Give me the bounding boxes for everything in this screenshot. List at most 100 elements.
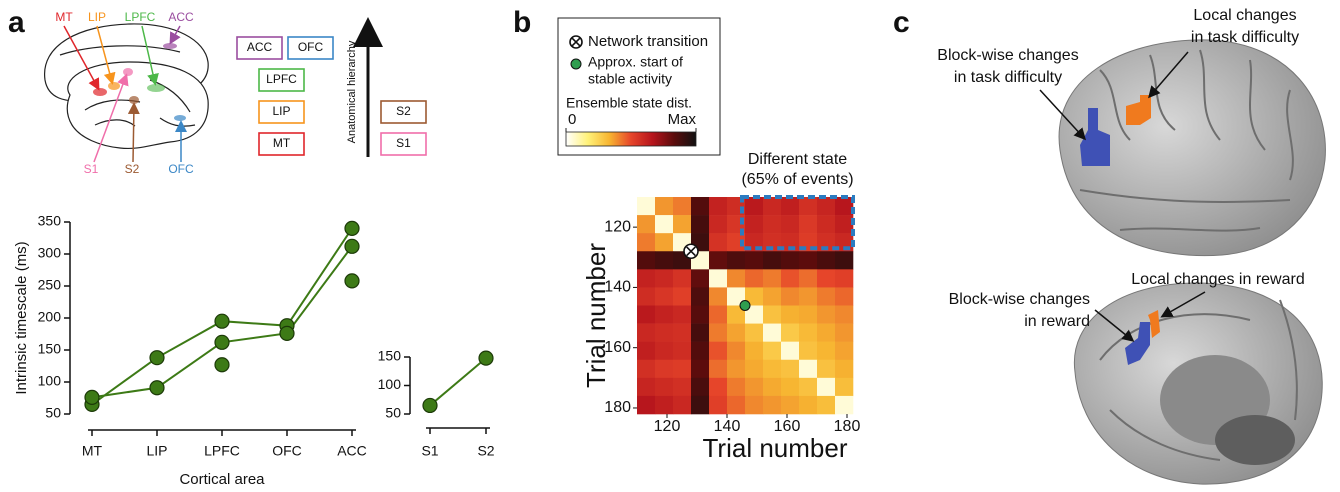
hierarchy-box-label: MT (273, 136, 291, 150)
annotation: Local changes in reward (1131, 271, 1304, 288)
heatmap-cell (835, 323, 854, 342)
annotation-arrows (1039, 51, 1206, 342)
legend-symbol (570, 58, 582, 70)
brain-lateral (1058, 39, 1326, 257)
heatmap-cell (727, 395, 746, 415)
heatmap-cell (817, 359, 836, 379)
heatmap-cell (835, 341, 854, 361)
annotation: Local changes (1193, 7, 1296, 24)
heatmap-cell (835, 359, 854, 379)
panel-label: c (893, 6, 910, 39)
area-label: LIP (88, 10, 106, 24)
heatmap-cell (799, 359, 818, 379)
transition-marker (683, 243, 699, 260)
x-tick-label: OFC (272, 443, 302, 459)
area-blob (147, 84, 165, 92)
data-point (149, 350, 165, 366)
heatmap-cell (655, 323, 674, 342)
heatmap-cell (835, 197, 854, 216)
area-blob (163, 43, 177, 49)
heatmap-cell (637, 287, 656, 306)
area-blob (123, 68, 133, 76)
y-tick-label: 120 (604, 218, 631, 235)
y-tick-label: 160 (604, 339, 631, 356)
heatmap-cell (637, 269, 656, 288)
hierarchy-box-label: S2 (396, 104, 411, 118)
heatmap-cell (709, 287, 728, 306)
x-tick-label: S2 (477, 443, 494, 459)
brain-sketch (44, 23, 209, 150)
area-arrows (63, 25, 187, 163)
heatmap-cell (745, 359, 764, 379)
data-point (478, 350, 494, 366)
heatmap-cell (835, 269, 854, 288)
hierarchy-box-label: S1 (396, 136, 411, 150)
heatmap-cell (637, 197, 656, 216)
heatmap-cell (781, 359, 800, 379)
y-tick-label: 100 (38, 373, 62, 389)
x-tick-label: 140 (714, 418, 741, 435)
heatmap-cell (745, 287, 764, 306)
area-blob (108, 82, 120, 90)
heatmap-cell (745, 305, 764, 324)
data-point (344, 238, 360, 254)
heatmap-cell (799, 377, 818, 397)
x-tick-label: LIP (146, 443, 167, 459)
annotation: in reward (1024, 313, 1090, 330)
heatmap-cell (709, 395, 728, 415)
heatmap-cell (637, 251, 656, 270)
heatmap-cell (817, 305, 836, 324)
heatmap-cell (781, 323, 800, 342)
heatmap-cell (745, 377, 764, 397)
x-axis-title: Cortical area (179, 471, 265, 488)
heatmap-cell (727, 233, 746, 252)
heatmap-cell (817, 197, 836, 216)
heatmap-cell (817, 377, 836, 397)
hierarchy-box-label: LIP (272, 104, 290, 118)
heatmap-cell (637, 305, 656, 324)
stable-start-marker (739, 300, 751, 311)
x-axis-title: Trial number (703, 433, 848, 463)
heatmap-cell (781, 287, 800, 306)
heatmap-cell (655, 233, 674, 252)
heatmap-cell (709, 215, 728, 234)
heatmap-cell (799, 197, 818, 216)
heatmap-cell (637, 215, 656, 234)
colorbar-tick-label: Max (668, 111, 697, 128)
x-tick-label: S1 (421, 443, 438, 459)
x-tick-label: LPFC (204, 443, 240, 459)
heatmap-cell (781, 395, 800, 415)
heatmap-cell (763, 215, 782, 234)
heatmap-cell (709, 197, 728, 216)
y-tick-label: 50 (385, 405, 401, 421)
heatmap-cell (763, 395, 782, 415)
heatmap-cell (691, 197, 710, 216)
heatmap-cell (727, 269, 746, 288)
y-tick-label: 300 (38, 245, 62, 261)
heatmap-cell (745, 269, 764, 288)
heatmap-cell (691, 323, 710, 342)
heatmap-cell (781, 377, 800, 397)
heatmap-cell (673, 323, 692, 342)
heatmap-cell (835, 251, 854, 270)
heatmap-cell (799, 395, 818, 415)
x-tick-label: 120 (654, 418, 681, 435)
heatmap-cell (763, 341, 782, 361)
area-label: ACC (168, 10, 194, 24)
annotation: Block-wise changes (937, 47, 1078, 64)
heatmap-cell (745, 341, 764, 361)
hierarchy-boxes (236, 36, 427, 156)
x-tick-label: MT (82, 443, 103, 459)
y-tick-label: 140 (604, 279, 631, 296)
heatmap-cell (637, 233, 656, 252)
data-point (344, 220, 360, 236)
heatmap-cell (799, 305, 818, 324)
heatmap-cell (691, 269, 710, 288)
panel-label: a (8, 6, 25, 39)
data-point (214, 357, 230, 373)
heatmap-cell (745, 251, 764, 270)
heatmap-cell (745, 197, 764, 216)
heatmap-cell (673, 359, 692, 379)
heatmap-cell (673, 197, 692, 216)
colorbar-tick-label: 0 (568, 111, 576, 128)
